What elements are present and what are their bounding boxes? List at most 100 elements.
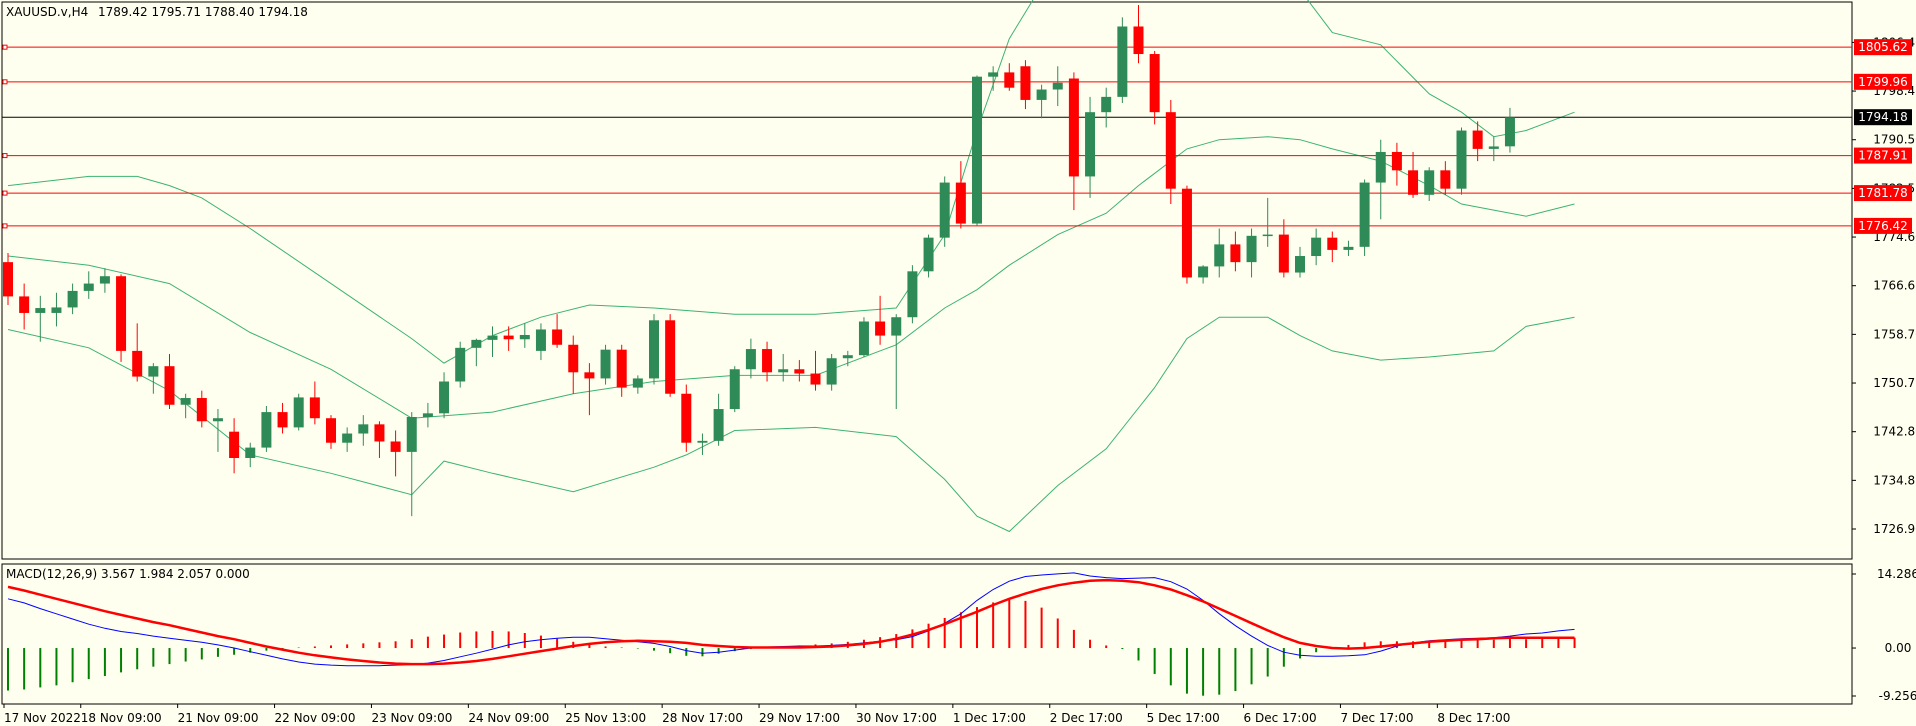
candle-body: [1246, 235, 1257, 263]
macd-tick-label: -9.256: [1879, 689, 1916, 703]
level-handle-2[interactable]: [2, 153, 8, 159]
candle-body: [1020, 66, 1031, 100]
x-tick-label: 8 Dec 17:00: [1437, 711, 1510, 725]
candle-body: [1230, 244, 1241, 263]
candle: [1488, 136, 1499, 162]
candle-body: [955, 182, 966, 224]
candle: [245, 442, 256, 468]
x-tick-label: 17 Nov 2022: [4, 711, 81, 725]
candle-body: [535, 329, 546, 351]
level-tag-0-bg: [1854, 39, 1912, 56]
candle-body: [1068, 78, 1079, 177]
level-handle-3[interactable]: [2, 190, 8, 196]
candle-body: [939, 182, 950, 238]
candle-body: [358, 424, 369, 434]
level-tag-1: 1799.96: [1854, 73, 1912, 90]
candle: [923, 234, 934, 278]
candle-body: [326, 418, 336, 443]
level-handle-1[interactable]: [2, 79, 8, 85]
candle: [35, 295, 46, 342]
candle-body: [1004, 72, 1015, 88]
y-tick-label: 1750.75: [1873, 376, 1916, 390]
candle-body: [1408, 170, 1419, 195]
x-tick-label: 5 Dec 17:00: [1147, 711, 1220, 725]
candle-body: [1181, 188, 1192, 278]
candle: [745, 338, 756, 379]
candle-body: [762, 349, 773, 373]
candle-body: [1262, 234, 1273, 237]
candle-body: [519, 334, 530, 340]
candle: [277, 402, 288, 434]
candle: [1036, 84, 1047, 119]
candle: [374, 421, 385, 459]
candle: [1472, 121, 1483, 162]
candle: [649, 314, 659, 385]
candle-body: [422, 413, 433, 417]
candle: [1198, 265, 1209, 284]
candle-body: [390, 441, 401, 452]
candle-body: [632, 378, 643, 388]
candle-body: [552, 329, 563, 345]
candle: [1504, 107, 1515, 153]
candle: [132, 323, 143, 382]
candle: [487, 326, 498, 358]
candle-body: [180, 398, 191, 405]
time-axis: 17 Nov 2022 18 Nov 09:00 21 Nov 09:00 22 No…: [3, 704, 1510, 725]
candle-body: [1440, 170, 1451, 189]
candle-body: [455, 347, 466, 382]
candle: [1004, 63, 1015, 91]
current-price-tag: 1794.18: [1854, 109, 1912, 126]
candle: [406, 412, 417, 517]
candle-body: [1391, 151, 1402, 171]
candle-body: [1198, 266, 1209, 278]
candle: [891, 314, 902, 410]
candle: [584, 363, 595, 416]
candle-body: [1165, 112, 1176, 189]
candle-body: [1327, 237, 1338, 250]
candle: [535, 323, 546, 361]
candle: [99, 268, 110, 293]
level-handle-0[interactable]: [2, 44, 8, 50]
candle: [51, 292, 62, 327]
x-tick-label: 18 Nov 09:00: [81, 711, 162, 725]
candle-body: [116, 276, 127, 351]
candle-body: [1504, 117, 1515, 147]
candle-body: [196, 398, 207, 422]
level-tag-2: 1787.91: [1854, 147, 1912, 164]
candle-body: [212, 418, 223, 422]
candle: [1068, 72, 1079, 211]
candle-body: [374, 424, 385, 442]
candle: [1181, 185, 1192, 284]
candle: [778, 353, 789, 382]
candle: [1133, 5, 1144, 64]
candle-body: [1149, 54, 1160, 113]
candle-body: [1424, 170, 1435, 195]
level-handle-4[interactable]: [2, 223, 8, 229]
candle: [293, 393, 304, 431]
candle: [600, 344, 611, 385]
candle: [1214, 228, 1225, 278]
candle: [261, 405, 272, 452]
candle: [1456, 127, 1467, 195]
chart-ohlc: 1789.42 1795.71 1788.40 1794.18: [98, 5, 308, 19]
price-pane-frame: [1, 1, 1853, 560]
x-tick-label: 30 Nov 17:00: [856, 711, 937, 725]
candle-body: [439, 381, 450, 414]
candle-body: [1295, 256, 1305, 273]
candle-body: [164, 366, 175, 405]
level-tag-1-text: 1799.96: [1858, 75, 1908, 89]
bollinger-middle-line: [7, 136, 1575, 419]
y-tick-label: 1790.50: [1873, 133, 1916, 147]
candle-body: [261, 412, 272, 448]
candle-body: [1488, 146, 1499, 149]
candle: [632, 375, 643, 394]
candle-body: [245, 447, 256, 459]
candle-body: [858, 321, 869, 356]
candle: [439, 372, 450, 419]
candle-body: [794, 369, 805, 374]
candle: [164, 353, 175, 410]
level-tag-0: 1805.62: [1854, 39, 1912, 56]
candle-body: [293, 397, 304, 428]
x-tick-label: 22 Nov 09:00: [275, 711, 356, 725]
